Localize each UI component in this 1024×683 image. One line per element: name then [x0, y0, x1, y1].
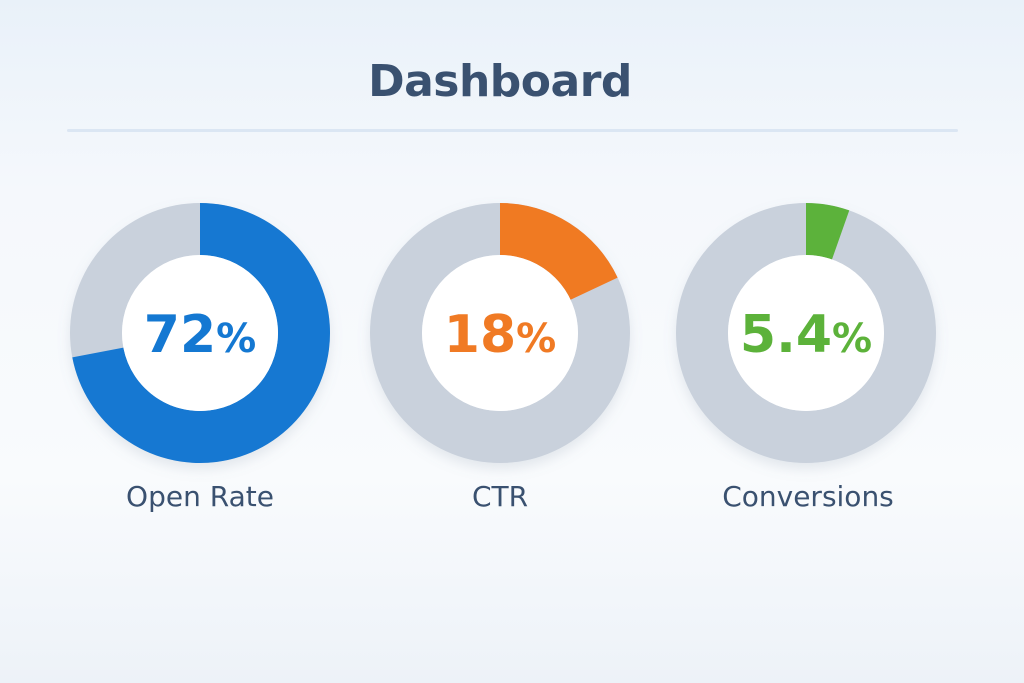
conversions-value-arc: [806, 203, 850, 260]
open-rate-label: Open Rate: [126, 480, 274, 513]
open-rate-center: [122, 255, 278, 411]
page-title: Dashboard: [368, 56, 632, 107]
open-rate-value-number: 72: [144, 305, 216, 365]
ctr-value-unit: %: [516, 316, 556, 362]
open-rate-value-text: 72%: [144, 305, 256, 365]
ctr-label: CTR: [471, 480, 529, 513]
open-rate-donut: [70, 203, 331, 463]
conversions-label: Conversions: [722, 480, 894, 513]
conversions-value-unit: %: [832, 316, 872, 362]
conversions-center: [728, 255, 884, 411]
open-rate-value-arc: [72, 203, 331, 463]
ctr-value-arc: [500, 203, 618, 300]
ctr-value-number: 18: [444, 305, 516, 365]
conversions-donut: [676, 203, 936, 463]
ctr-value-text: 18%: [444, 305, 556, 365]
title-divider: [67, 129, 958, 132]
conversions-value-number: 5.4: [740, 305, 832, 365]
conversions-value-text: 5.4%: [740, 305, 872, 365]
ctr-donut: [370, 203, 630, 463]
open-rate-value-unit: %: [216, 316, 256, 362]
ctr-center: [422, 255, 578, 411]
